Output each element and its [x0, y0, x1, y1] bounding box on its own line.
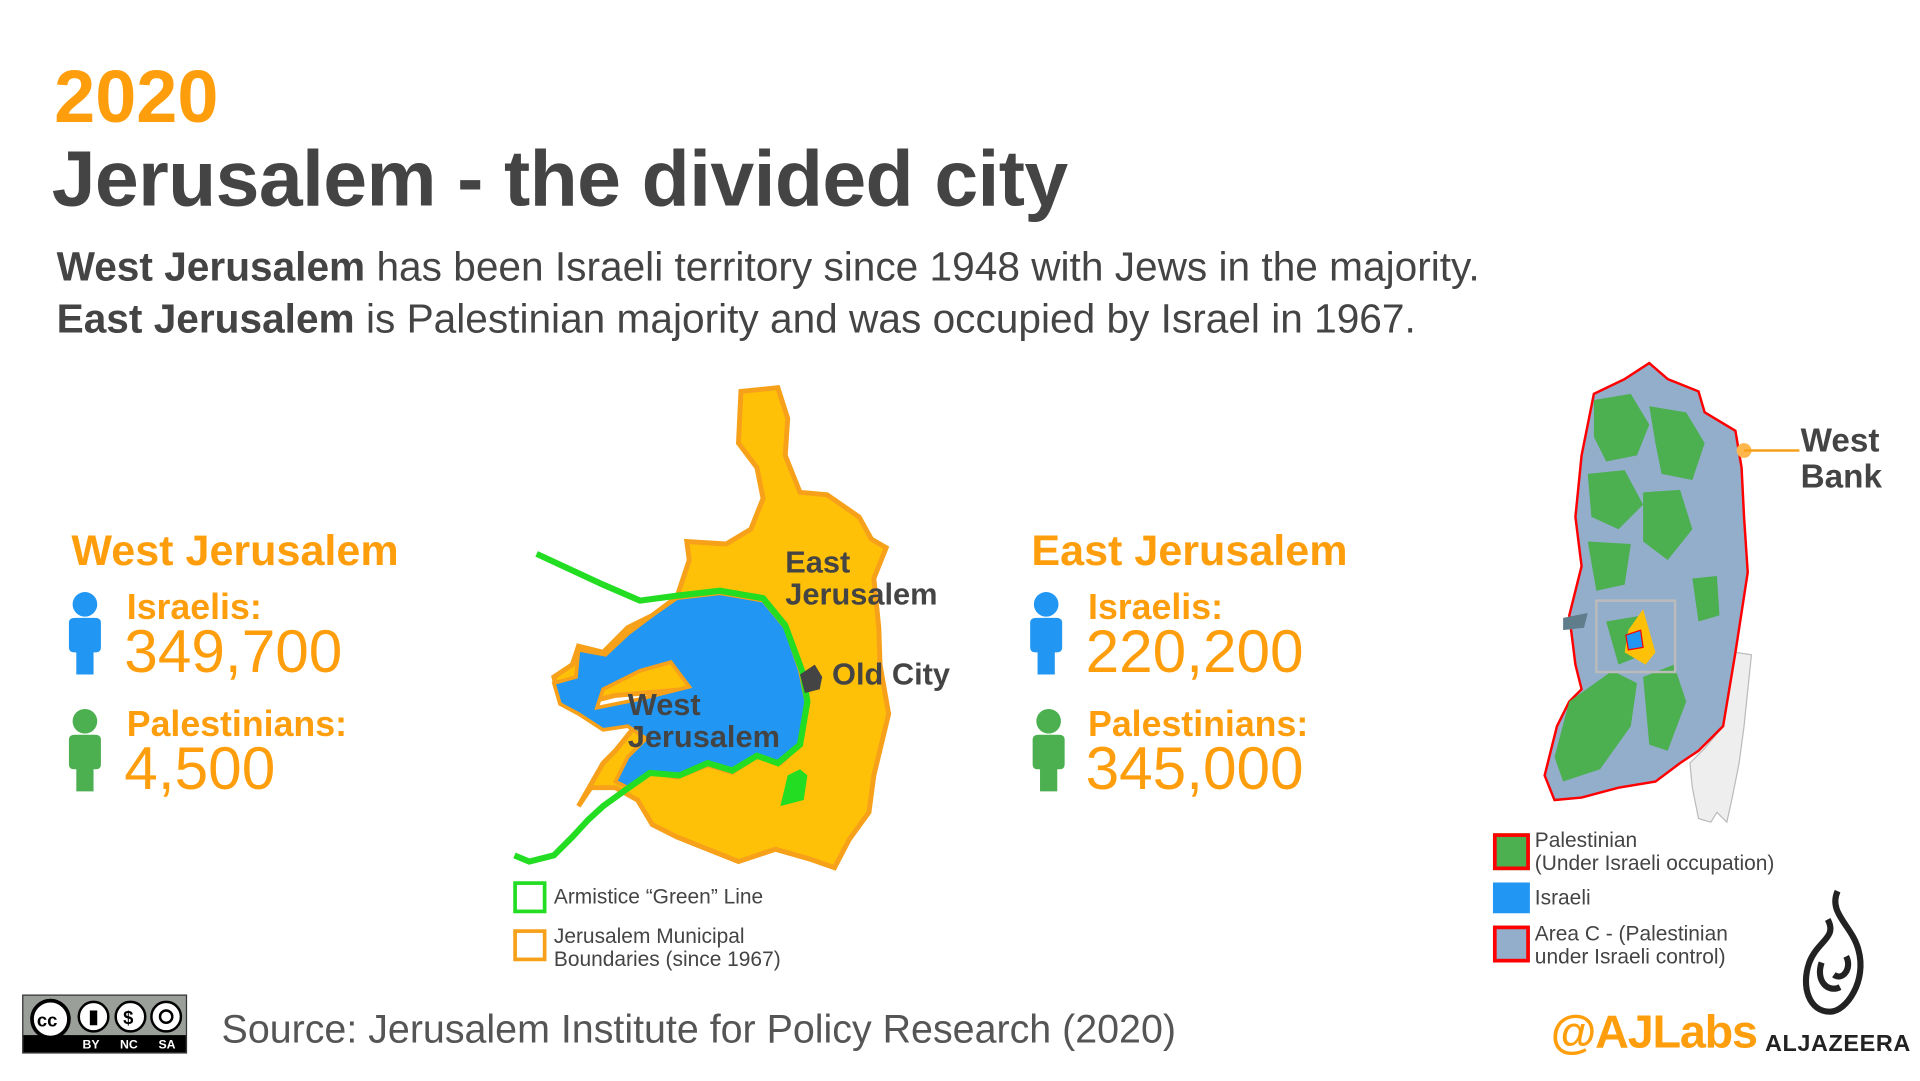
intro-text: has been Israeli territory since 1948 wi… [365, 243, 1480, 290]
west-palestinians-value: 4,500 [124, 736, 276, 803]
legend-swatch-israeli [1492, 882, 1530, 914]
old-city-map-label: Old City [832, 657, 950, 692]
year: 2020 [54, 55, 219, 138]
cc-labels: BY NC SA [82, 1038, 176, 1053]
west-bank-map [1543, 361, 1753, 824]
legend-green-line: Armistice “Green” Line [553, 884, 764, 909]
legend-palestinian: Palestinian (Under Israeli occupation) [1534, 828, 1775, 876]
israeli-person-icon [1030, 592, 1063, 675]
legend-swatch-municipal [513, 929, 547, 962]
cc-icons: cc $ [30, 998, 183, 1040]
intro-bold: West Jerusalem [56, 243, 366, 290]
west-heading: West Jerusalem [71, 526, 399, 575]
source-text: Source: Jerusalem Institute for Policy R… [221, 1006, 1176, 1052]
west-israelis-label: Israelis: [126, 588, 262, 628]
aljazeera-logo-icon [1802, 889, 1864, 1015]
palestinian-person-icon [1032, 708, 1065, 792]
jerusalem-map [513, 385, 892, 871]
legend-swatch-area-c [1492, 925, 1530, 963]
west-palestinians-label: Palestinians: [126, 705, 347, 745]
east-israelis-value: 220,200 [1085, 619, 1304, 686]
west-bank-marker [1736, 443, 1752, 458]
page-title: Jerusalem - the divided city [51, 134, 1069, 223]
legend-swatch-palestinian [1492, 833, 1530, 871]
west-jerusalem-map-label: West Jerusalem [627, 688, 780, 755]
palestinian-person-icon [68, 708, 101, 792]
intro-text: is Palestinian majority and was occupied… [354, 295, 1416, 341]
east-heading: East Jerusalem [1031, 526, 1348, 575]
east-israelis-label: Israelis: [1088, 588, 1223, 628]
legend-area-c: Area C - (Palestinian under Israeli contr… [1534, 921, 1728, 969]
west-israelis-value: 349,700 [124, 619, 343, 686]
label-leader-line [1744, 449, 1800, 452]
old-city-area [800, 664, 823, 693]
svg-text:$: $ [123, 1007, 133, 1028]
east-palestinians-value: 345,000 [1085, 736, 1304, 803]
dead-sea-region [1689, 651, 1753, 824]
aljazeera-wordmark: ALJAZEERA [1764, 1031, 1911, 1058]
west-bank-label: West Bank [1800, 422, 1882, 495]
legend-municipal: Jerusalem Municipal Boundaries (since 196… [553, 924, 781, 972]
legend-swatch-green-line [513, 881, 547, 914]
svg-text:cc: cc [37, 1009, 58, 1030]
intro-line-1: West Jerusalem has been Israeli territor… [57, 244, 1480, 291]
ajlabs-handle: @AJLabs [1550, 1006, 1758, 1059]
intro-line-2: East Jerusalem is Palestinian majority a… [57, 295, 1416, 342]
cc-license-badge: cc $ BY NC SA [22, 994, 188, 1054]
east-jerusalem-map-label: East Jerusalem [785, 545, 938, 612]
east-palestinians-label: Palestinians: [1088, 705, 1309, 745]
israeli-person-icon [68, 592, 101, 675]
legend-israeli: Israeli [1534, 886, 1591, 910]
green-line [513, 551, 811, 865]
intro-bold: East Jerusalem [56, 295, 355, 341]
